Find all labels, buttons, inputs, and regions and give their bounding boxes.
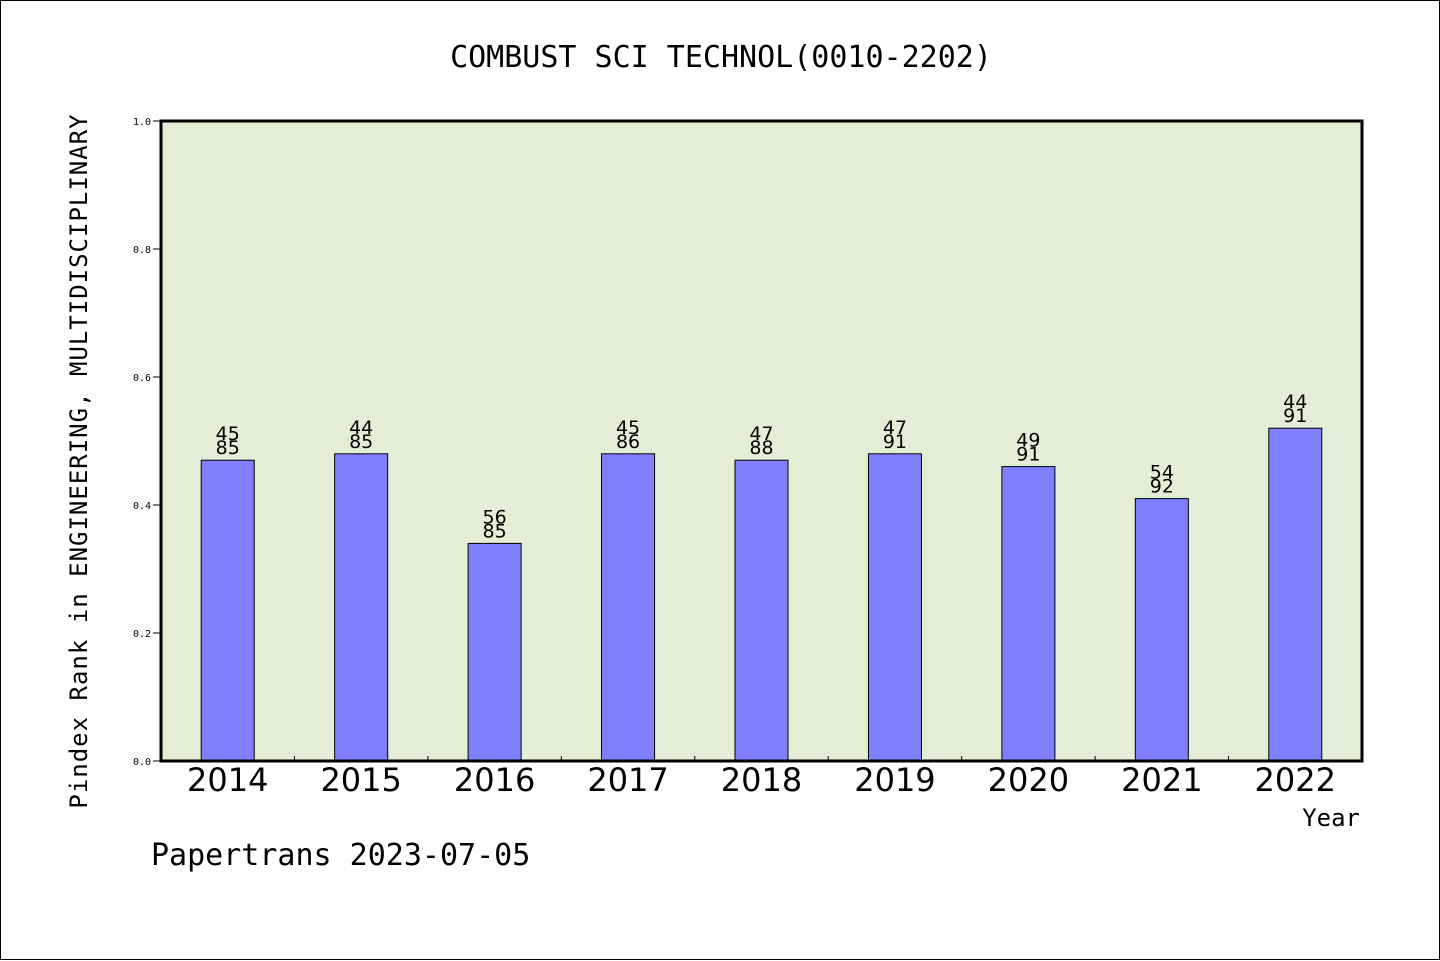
bar-label-top-2014: 45 (216, 423, 240, 445)
bar-label-bottom-2016: 85 (483, 520, 507, 542)
bar-label-bottom-2015: 85 (349, 431, 373, 453)
y-axis-label: Pindex Rank in ENGINEERING, MULTIDISCIPL… (65, 113, 93, 808)
footer-credit: Papertrans 2023-07-05 (151, 838, 530, 873)
x-tick-label-2015: 2015 (320, 761, 401, 799)
y-tick-label: 0.8 (133, 245, 151, 256)
bar-2016 (467, 542, 522, 762)
bar-label-bottom-2018: 88 (749, 437, 773, 459)
bar-label-bottom-2020: 91 (1016, 444, 1040, 466)
bar-label-bottom-2022: 91 (1283, 405, 1307, 427)
bar-2017 (601, 453, 656, 762)
bar-label-top-2019: 47 (883, 417, 907, 439)
y-tick-label: 0.4 (133, 501, 151, 512)
bar-label-top-2020: 49 (1016, 430, 1040, 452)
bar-2019 (867, 453, 922, 762)
bar-2014 (200, 459, 255, 762)
bars-layer (200, 427, 1323, 762)
bar-label-bottom-2021: 92 (1150, 476, 1174, 498)
bar-2018 (734, 459, 789, 762)
ticks-layer: 0.0 0.2 0.4 0.6 0.8 1.0 2014 2015 2016 2017 2018 20… (133, 117, 1336, 799)
x-tick-label-2016: 2016 (454, 761, 535, 799)
bar-label-top-2017: 45 (616, 417, 640, 439)
x-tick-label-2020: 2020 (988, 761, 1069, 799)
x-tick-label-2017: 2017 (587, 761, 668, 799)
y-tick-label: 0.0 (133, 757, 151, 768)
bar-label-top-2021: 54 (1150, 462, 1174, 484)
x-tick-label-2021: 2021 (1121, 761, 1202, 799)
x-axis-label: Year (1302, 804, 1360, 832)
bar-2015 (334, 453, 389, 762)
bar-label-bottom-2017: 86 (616, 431, 640, 453)
bar-2022 (1268, 427, 1323, 762)
x-tick-label-2018: 2018 (721, 761, 802, 799)
chart-title: COMBUST SCI TECHNOL(0010-2202) (450, 40, 992, 75)
bar-label-top-2018: 47 (749, 423, 773, 445)
bar-label-bottom-2014: 85 (216, 437, 240, 459)
bar-label-top-2022: 44 (1283, 391, 1307, 413)
bar-label-bottom-2019: 91 (883, 431, 907, 453)
y-tick-label: 0.2 (133, 629, 151, 640)
x-tick-label-2014: 2014 (187, 761, 268, 799)
y-tick-label: 1.0 (133, 117, 151, 128)
bar-2020 (1001, 466, 1056, 762)
x-tick-label-2022: 2022 (1255, 761, 1336, 799)
bar-2021 (1134, 498, 1189, 762)
x-tick-label-2019: 2019 (854, 761, 935, 799)
y-tick-label: 0.6 (133, 373, 151, 384)
bar-label-top-2015: 44 (349, 417, 373, 439)
bar-label-top-2016: 56 (483, 506, 507, 528)
plot-border (159, 119, 1364, 763)
